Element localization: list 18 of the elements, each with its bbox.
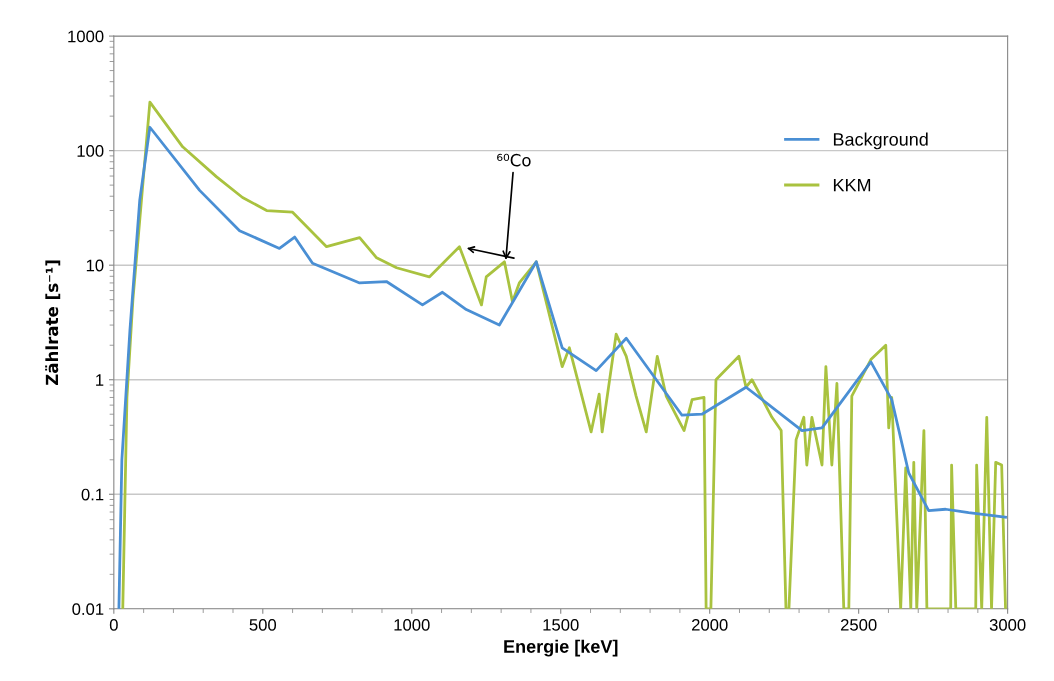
y-tick-label: 0.01 bbox=[72, 603, 104, 616]
legend-label: Background bbox=[833, 132, 928, 150]
y-tick-label: 100 bbox=[77, 145, 104, 157]
x-tick-label: 500 bbox=[249, 618, 277, 631]
y-tick-label: 0.1 bbox=[81, 488, 104, 501]
annotation: ⁶⁰Co bbox=[497, 153, 531, 167]
x-tick-label: 1000 bbox=[394, 618, 430, 631]
x-tick-label: 2500 bbox=[840, 618, 877, 631]
x-tick-label: 1500 bbox=[543, 618, 579, 631]
y-tick-label: 1 bbox=[96, 374, 104, 386]
y-axis-title: Zählrate [s⁻¹] bbox=[45, 260, 61, 386]
x-axis-title: Energie [keV] bbox=[504, 639, 618, 657]
y-tick-label: 1000 bbox=[68, 30, 104, 43]
x-tick-label: 3000 bbox=[989, 618, 1026, 631]
y-tick-label: 10 bbox=[86, 259, 104, 272]
x-tick-label: 0 bbox=[109, 618, 118, 631]
x-tick-label: 2000 bbox=[692, 618, 728, 631]
legend-label: KKM bbox=[833, 178, 871, 192]
